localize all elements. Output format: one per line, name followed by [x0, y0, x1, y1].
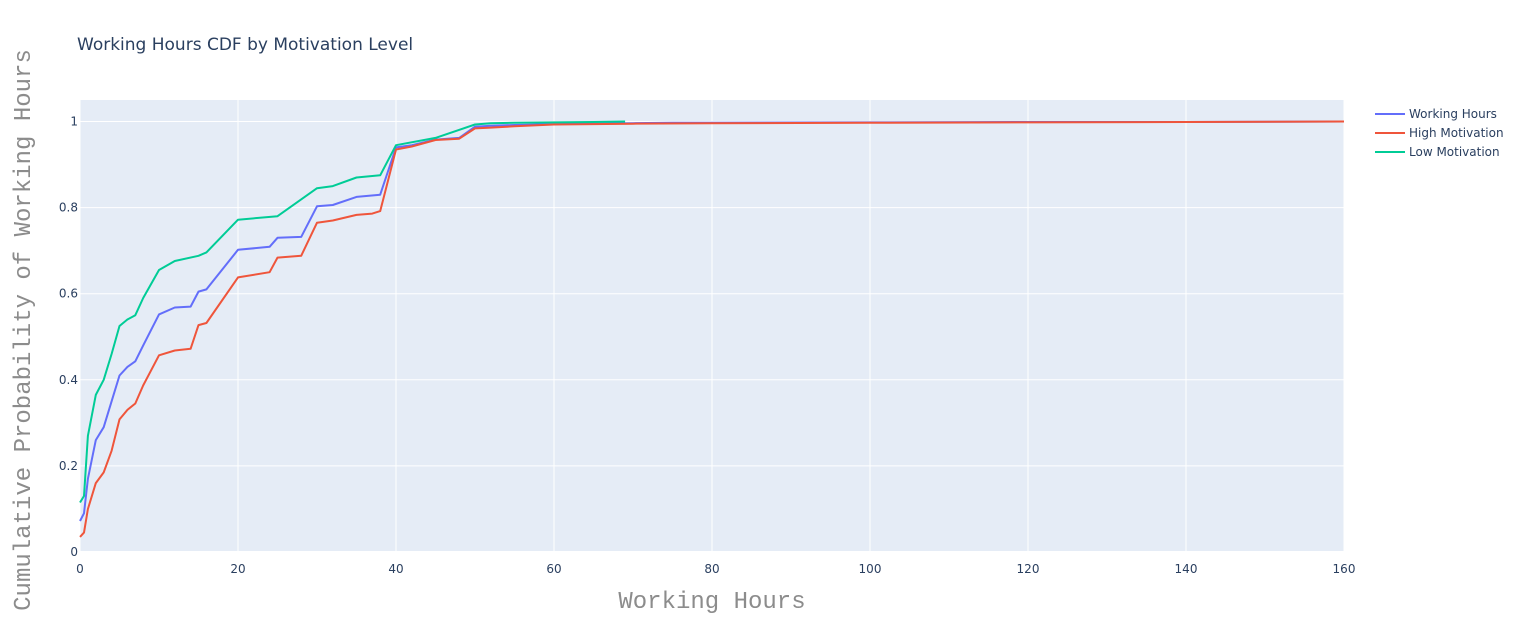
legend-label: Working Hours: [1409, 107, 1497, 121]
x-tick-label: 140: [1175, 562, 1198, 576]
legend-item-high-motivation[interactable]: High Motivation: [1375, 126, 1504, 140]
x-tick-label: 40: [388, 562, 403, 576]
y-tick-label: 0.2: [59, 459, 78, 473]
x-tick-label: 80: [704, 562, 719, 576]
y-axis-title: Cumulative Probability of Working Hours: [11, 49, 38, 611]
legend-label: Low Motivation: [1409, 145, 1500, 159]
legend-item-low-motivation[interactable]: Low Motivation: [1375, 145, 1500, 159]
y-tick-label: 0.4: [59, 373, 78, 387]
x-tick-label: 60: [546, 562, 561, 576]
x-axis-ticks: 0 20 40 60 80 100 120 140 160: [76, 562, 1355, 576]
y-tick-label: 0: [70, 545, 78, 559]
x-tick-label: 20: [230, 562, 245, 576]
x-tick-label: 100: [859, 562, 882, 576]
legend-item-working-hours[interactable]: Working Hours: [1375, 107, 1497, 121]
x-tick-label: 120: [1017, 562, 1040, 576]
y-axis-ticks: 0 0.2 0.4 0.6 0.8 1: [59, 115, 78, 559]
legend: Working Hours High Motivation Low Motivati…: [1375, 107, 1504, 159]
legend-label: High Motivation: [1409, 126, 1504, 140]
x-axis-title: Working Hours: [618, 589, 805, 616]
y-tick-label: 0.6: [59, 287, 78, 301]
x-tick-label: 160: [1333, 562, 1356, 576]
chart-title: Working Hours CDF by Motivation Level: [77, 35, 413, 55]
x-tick-label: 0: [76, 562, 84, 576]
y-tick-label: 1: [70, 115, 78, 129]
y-tick-label: 0.8: [59, 201, 78, 215]
